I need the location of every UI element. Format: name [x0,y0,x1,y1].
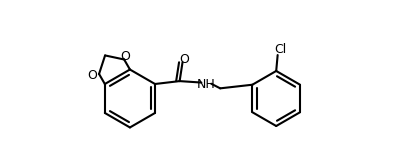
Text: O: O [121,50,131,63]
Text: O: O [179,53,189,66]
Text: O: O [87,69,97,82]
Text: NH: NH [197,78,216,91]
Text: Cl: Cl [274,43,286,56]
